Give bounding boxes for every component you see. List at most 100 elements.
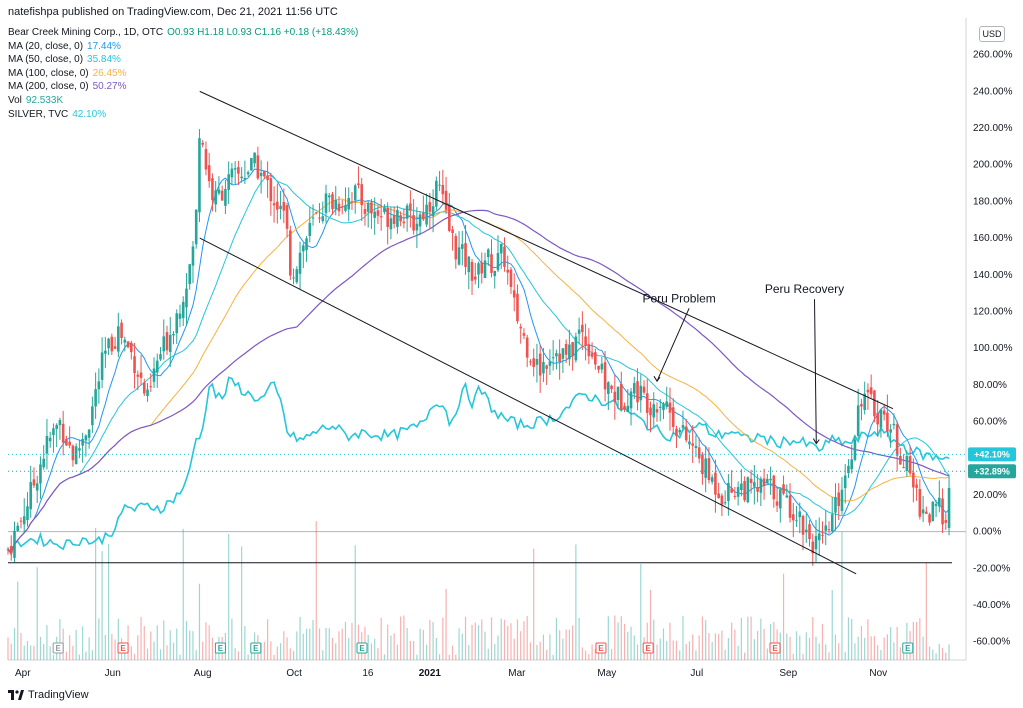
volume-bar xyxy=(555,617,558,660)
volume-bar xyxy=(348,637,350,660)
volume-bar xyxy=(782,573,785,660)
volume-bar xyxy=(315,521,317,660)
volume-bar xyxy=(821,623,824,660)
candle-body xyxy=(181,301,185,319)
candle-body xyxy=(707,458,711,481)
volume-bar xyxy=(464,616,467,660)
volume-bar xyxy=(383,654,386,660)
volume-bar xyxy=(831,589,833,660)
volume-bar xyxy=(669,622,671,660)
volume-bar xyxy=(705,620,707,660)
candle-body xyxy=(298,252,302,274)
earnings-marker xyxy=(595,642,607,654)
volume-bar xyxy=(938,643,940,660)
volume-bar xyxy=(458,628,460,660)
candle-body xyxy=(321,216,325,222)
candle-body xyxy=(337,203,341,212)
volume-bar xyxy=(640,563,642,660)
volume-bar xyxy=(328,628,330,660)
volume-bar xyxy=(140,617,142,660)
candle-body xyxy=(373,211,376,218)
candle-body xyxy=(473,276,477,280)
volume-bar xyxy=(10,643,12,660)
y-tick-label: 160.00% xyxy=(973,233,1013,244)
volume-bar xyxy=(95,527,97,660)
candle-body xyxy=(243,178,247,180)
candle-body xyxy=(895,424,899,456)
volume-bar xyxy=(305,628,308,660)
candle-body xyxy=(714,472,717,495)
candle-body xyxy=(652,404,656,418)
candle-body xyxy=(16,525,20,531)
volume-bar xyxy=(847,617,850,660)
earnings-marker-label: E xyxy=(120,644,126,653)
volume-bar xyxy=(325,627,327,660)
earnings-marker-label: E xyxy=(218,644,224,653)
candle-body xyxy=(159,354,162,360)
x-tick-label: May xyxy=(597,668,616,679)
annotation-text: Peru Recovery xyxy=(765,282,844,296)
candle-body xyxy=(392,215,396,225)
candle-body xyxy=(314,212,318,214)
volume-bar xyxy=(825,644,827,660)
candle-body xyxy=(344,205,347,211)
volume-bar xyxy=(941,648,944,660)
candle-body xyxy=(217,189,221,194)
volume-bar xyxy=(539,641,541,660)
volume-bar xyxy=(309,628,311,660)
earnings-marker xyxy=(902,642,914,654)
volume-bar xyxy=(834,634,837,660)
volume-bar xyxy=(114,639,116,660)
volume-bar xyxy=(137,635,139,660)
candle-body xyxy=(613,391,617,403)
volume-bar xyxy=(127,625,129,660)
candle-body xyxy=(817,533,821,541)
candle-body xyxy=(29,482,33,510)
candle-body xyxy=(908,456,912,474)
candle-body xyxy=(727,483,730,502)
volume-bar xyxy=(202,641,204,660)
volume-bar xyxy=(607,616,609,660)
volume-bar xyxy=(374,638,376,660)
volume-bar xyxy=(695,650,697,660)
candle-body xyxy=(327,195,331,198)
volume-bar xyxy=(299,616,301,660)
candle-body xyxy=(100,352,104,380)
volume-bar xyxy=(620,616,622,660)
candle-body xyxy=(376,210,380,216)
volume-bar xyxy=(912,621,914,660)
volume-bar xyxy=(646,622,648,660)
candle-body xyxy=(52,428,55,436)
candle-body xyxy=(412,215,415,231)
candle-body xyxy=(717,493,720,499)
volume-bar xyxy=(377,648,379,660)
candle-body xyxy=(626,405,630,413)
legend-label: Bear Creek Mining Corp., 1D, OTC xyxy=(8,27,164,38)
x-tick-label: Nov xyxy=(869,668,887,679)
volume-bar xyxy=(948,644,950,660)
currency-selector[interactable]: USD xyxy=(979,26,1005,42)
volume-bar xyxy=(163,620,165,660)
candle-body xyxy=(525,337,529,358)
volume-bar xyxy=(390,635,392,660)
candle-body xyxy=(866,389,870,393)
volume-bar xyxy=(237,651,239,660)
volume-bar xyxy=(559,630,561,660)
candle-body xyxy=(276,201,279,210)
badge-bg xyxy=(968,464,1016,479)
candle-body xyxy=(422,212,425,220)
legend-value: 35.84% xyxy=(87,54,121,66)
candle-body xyxy=(477,263,480,275)
volume-bar xyxy=(523,621,525,660)
volume-bar xyxy=(536,645,538,660)
candle-body xyxy=(785,495,789,498)
volume-bar xyxy=(756,630,759,660)
volume-bar xyxy=(43,644,45,660)
publisher-text: natefishpa published on TradingView.com,… xyxy=(8,6,338,18)
earnings-marker-label: E xyxy=(359,644,365,653)
volume-bar xyxy=(153,641,155,660)
volume-bar xyxy=(828,652,830,660)
candle-body xyxy=(860,404,863,407)
candle-body xyxy=(701,454,704,475)
